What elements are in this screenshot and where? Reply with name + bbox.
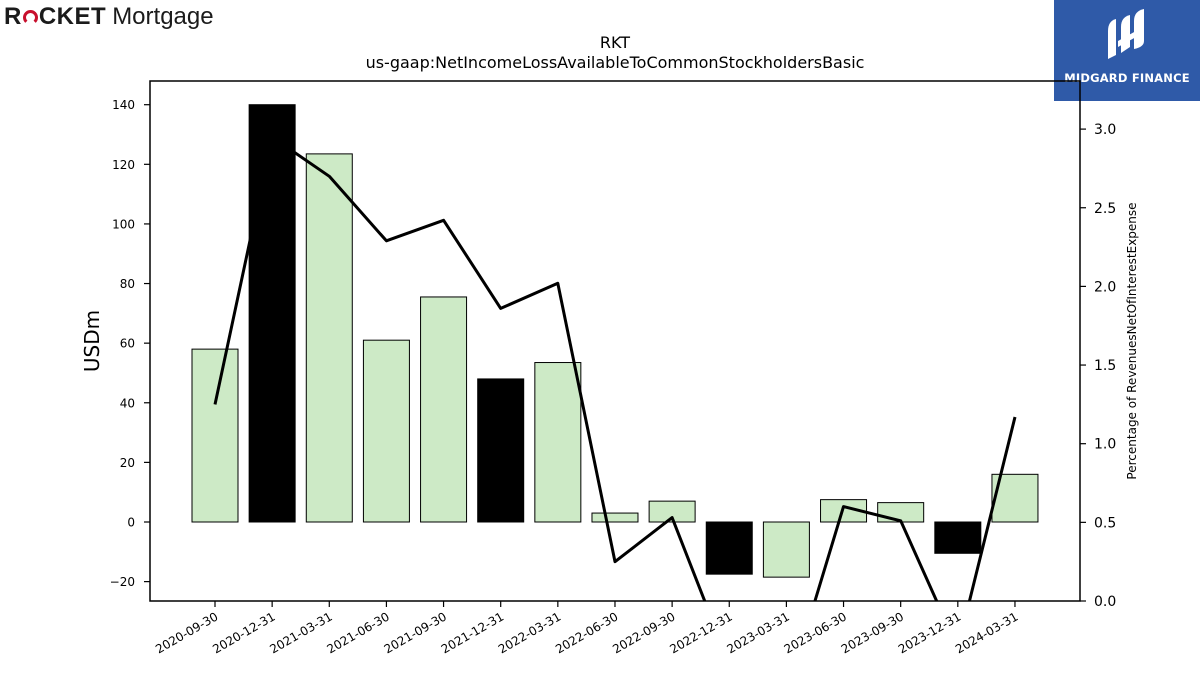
x-tick-label: 2023-12-31 — [896, 609, 963, 656]
y2-tick-label: 1.5 — [1094, 358, 1116, 374]
x-tick-label: 2022-12-31 — [667, 609, 734, 656]
y-tick-label: −20 — [110, 575, 135, 589]
chart-subtitle: us-gaap:NetIncomeLossAvailableToCommonSt… — [366, 53, 865, 72]
midgard-finance-watermark: MIDGARD FINANCE — [1054, 0, 1200, 101]
x-tick-label: 2023-06-30 — [782, 609, 849, 656]
bar-2022-09-30 — [648, 500, 696, 523]
x-tick-label: 2021-12-31 — [439, 609, 506, 656]
bar-2021-12-31 — [477, 378, 525, 523]
bar-2022-12-31 — [705, 521, 753, 575]
y-tick-label: 0 — [127, 516, 135, 530]
y-tick-label: 100 — [112, 217, 135, 231]
y-tick-label: 60 — [120, 337, 135, 351]
bar-2020-09-30 — [191, 348, 239, 523]
line-series — [213, 135, 1017, 601]
x-axis: 2020-09-302020-12-312021-03-312021-06-30… — [153, 601, 1020, 656]
x-tick-label: 2020-09-30 — [153, 609, 220, 656]
rocket-mortgage-logo: R CKET Mortgage — [4, 2, 214, 32]
midgard-logo-icon — [1108, 9, 1144, 59]
bar-2022-03-31 — [534, 362, 582, 523]
y2-tick-label: 1.0 — [1094, 437, 1116, 453]
y-tick-label: 120 — [112, 158, 135, 172]
bar-series — [191, 104, 1039, 578]
logo-wordmark-rocket: R CKET — [4, 3, 107, 30]
x-tick-label: 2020-12-31 — [210, 609, 277, 656]
x-tick-label: 2021-06-30 — [325, 609, 392, 656]
bar-2021-06-30 — [362, 339, 410, 523]
bar-2021-03-31 — [305, 153, 353, 523]
chart-title: RKT — [600, 33, 630, 52]
y-tick-label: 20 — [120, 456, 135, 470]
y2-tick-label: 2.0 — [1094, 279, 1116, 295]
y2-tick-label: 2.5 — [1094, 201, 1116, 217]
bar-2022-06-30 — [591, 512, 639, 523]
x-tick-label: 2023-09-30 — [839, 609, 906, 656]
y2-tick-label: 3.0 — [1094, 122, 1116, 138]
bar-2023-09-30 — [877, 502, 925, 523]
y-tick-label: 40 — [120, 396, 135, 410]
x-tick-label: 2022-03-31 — [496, 609, 563, 656]
y-tick-label: 80 — [120, 277, 135, 291]
x-tick-label: 2024-03-31 — [953, 609, 1020, 656]
bar-2021-09-30 — [420, 296, 468, 523]
bar-2023-12-31 — [934, 521, 982, 554]
logo-wordmark-mortgage: Mortgage — [112, 3, 214, 30]
logo-ring-icon — [22, 10, 38, 25]
y-tick-label: 140 — [112, 98, 135, 112]
x-tick-label: 2022-06-30 — [553, 609, 620, 656]
y2-tick-label: 0.5 — [1094, 515, 1116, 531]
line-path — [213, 135, 1017, 601]
left-y-axis: −20 0 20 40 60 80 100 120 140 — [110, 98, 150, 589]
x-tick-label: 2021-03-31 — [267, 609, 334, 656]
y2-axis-label: Percentage of RevenuesNetOfInterestExpen… — [1125, 202, 1139, 479]
y2-tick-label: 0.0 — [1094, 594, 1116, 610]
y-axis-label: USDm — [80, 310, 104, 372]
midgard-logo-label: MIDGARD FINANCE — [1064, 71, 1190, 85]
bar-2023-03-31 — [762, 521, 810, 578]
bar-2020-12-31 — [248, 104, 296, 523]
right-y-axis: 0.0 0.5 1.0 1.5 2.0 2.5 3.0 — [1080, 122, 1116, 610]
x-tick-label: 2022-09-30 — [610, 609, 677, 656]
x-tick-label: 2023-03-31 — [724, 609, 791, 656]
x-tick-label: 2021-09-30 — [382, 609, 449, 656]
